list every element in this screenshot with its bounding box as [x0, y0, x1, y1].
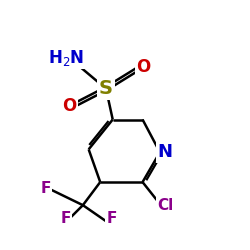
Text: F: F [40, 181, 50, 196]
Text: H$_2$N: H$_2$N [48, 48, 85, 68]
Text: F: F [60, 211, 71, 226]
Text: N: N [157, 143, 172, 161]
Text: Cl: Cl [158, 198, 174, 213]
Text: O: O [136, 58, 151, 76]
Text: O: O [62, 97, 76, 115]
Text: F: F [106, 211, 117, 226]
Text: S: S [99, 79, 113, 98]
